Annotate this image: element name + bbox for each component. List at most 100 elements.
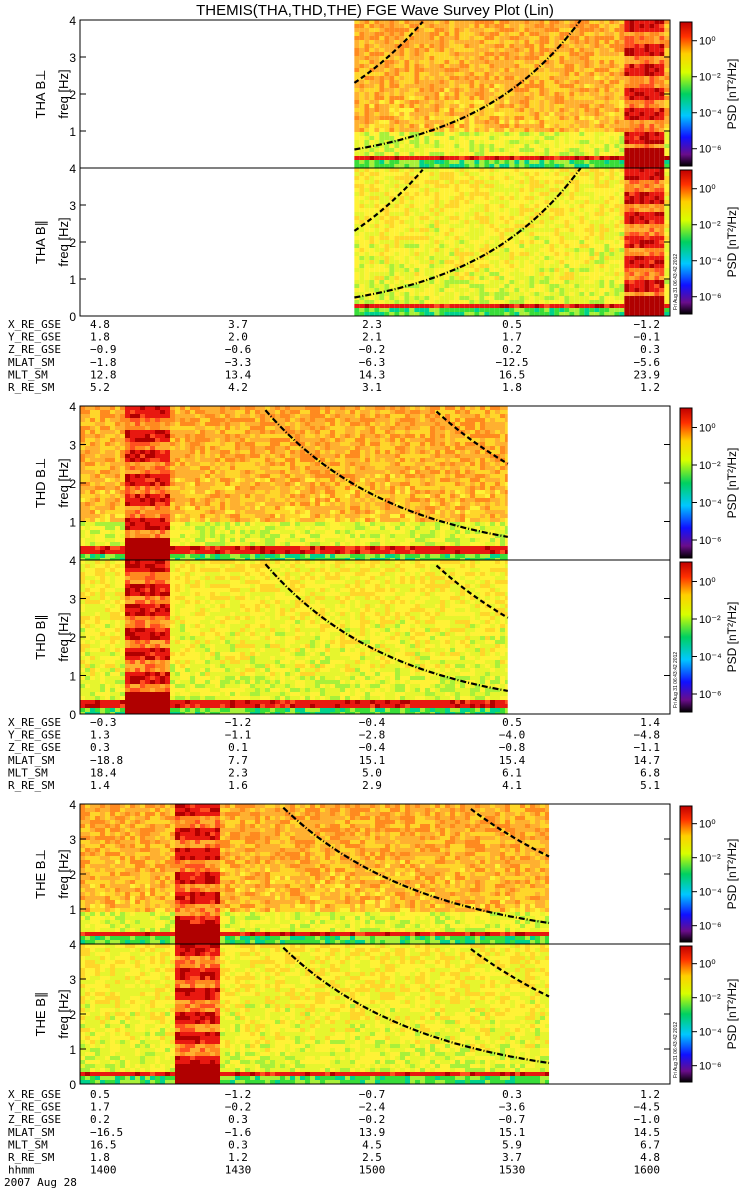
spectrogram-cell — [634, 292, 640, 296]
spectrogram-cell — [664, 228, 670, 232]
spectrogram-cell — [379, 44, 385, 48]
spectrogram-cell — [444, 212, 450, 216]
spectrogram-cell — [499, 36, 505, 40]
spectrogram-cell — [504, 276, 510, 280]
spectrogram-cell — [524, 288, 530, 292]
spectrogram-cell — [624, 92, 630, 96]
spectrogram-cell — [434, 20, 440, 24]
spectrogram-cell — [654, 24, 660, 28]
spectrogram-cell — [354, 312, 360, 316]
spectrogram-cell — [569, 160, 575, 164]
spectrogram-cell — [469, 296, 475, 300]
spectrogram-cell — [504, 80, 510, 84]
spectrogram-cell — [394, 52, 400, 56]
spectrogram-cell — [499, 192, 505, 196]
spectrogram-cell — [524, 280, 530, 284]
spectrogram-cell — [619, 180, 625, 184]
spectrogram-cell — [649, 168, 655, 172]
spectrogram-cell — [369, 220, 375, 224]
spectrogram-cell — [394, 140, 400, 144]
spectrogram-cell — [354, 188, 360, 192]
spectrogram-cell — [419, 176, 425, 180]
spectrogram-cell — [509, 104, 515, 108]
spectrogram-cell — [379, 168, 385, 172]
spectrogram-cell — [564, 40, 570, 44]
spectrogram-cell — [80, 486, 85, 490]
spectrogram-cell — [429, 268, 435, 272]
spectrogram-cell — [519, 220, 525, 224]
spectrogram-cell — [464, 68, 470, 72]
spectrogram-cell — [519, 64, 525, 68]
spectrogram-cell — [379, 92, 385, 96]
spectrogram-cell — [464, 208, 470, 212]
spectrogram-cell — [619, 84, 625, 88]
spectrogram-cell — [80, 526, 85, 530]
spectrogram-cell — [479, 32, 485, 36]
spectrogram-cell — [539, 48, 545, 52]
spectrogram-cell — [90, 450, 95, 454]
spectrogram-cell — [594, 132, 600, 136]
spectrogram-cell — [519, 80, 525, 84]
spectrogram-cell — [554, 172, 560, 176]
spectrogram-cell — [529, 112, 535, 116]
spectrogram-cell — [404, 44, 410, 48]
spectrogram-cell — [474, 260, 480, 264]
spectrogram-cell — [594, 136, 600, 140]
spectrogram-cell — [80, 558, 85, 560]
spectrogram-cell — [449, 48, 455, 52]
spectrogram-cell — [389, 224, 395, 228]
spectrogram-cell — [439, 112, 445, 116]
spectrogram-cell — [484, 164, 490, 168]
spectrogram-cell — [95, 538, 100, 542]
spectrogram-cell — [499, 196, 505, 200]
spectrogram-cell — [364, 180, 370, 184]
spectrogram-cell — [609, 308, 615, 312]
spectrogram-cell — [444, 40, 450, 44]
spectrogram-cell — [584, 204, 590, 208]
spectrogram-cell — [524, 304, 530, 308]
spectrogram-cell — [449, 68, 455, 72]
spectrogram-cell — [524, 40, 530, 44]
spectrogram-cell — [584, 296, 590, 300]
spectrogram-cell — [624, 252, 630, 256]
spectrogram-cell — [634, 276, 640, 280]
spectrogram-cell — [659, 140, 665, 144]
spectrogram-cell — [354, 68, 360, 72]
spectrogram-cell — [369, 132, 375, 136]
spectrogram-cell — [429, 32, 435, 36]
spectrogram-cell — [629, 308, 635, 312]
spectrogram-cell — [644, 144, 650, 148]
spectrogram-cell — [579, 76, 585, 80]
spectrogram-cell — [449, 104, 455, 108]
spectrogram-cell — [374, 300, 380, 304]
spectrogram-cell — [434, 44, 440, 48]
spectrogram-cell — [624, 132, 630, 136]
spectrogram-cell — [499, 220, 505, 224]
spectrogram-cell — [604, 280, 610, 284]
spectrogram-cell — [554, 220, 560, 224]
spectrogram-cell — [439, 28, 445, 32]
spectrogram-cell — [354, 100, 360, 104]
spectrogram-cell — [514, 120, 520, 124]
spectrogram-cell — [524, 68, 530, 72]
spectrogram-cell — [604, 140, 610, 144]
spectrogram-cell — [544, 272, 550, 276]
spectrogram-cell — [439, 164, 445, 168]
spectrogram-cell — [464, 36, 470, 40]
spectrogram-cell — [534, 212, 540, 216]
spectrogram-cell — [404, 108, 410, 112]
spectrogram-cell — [564, 188, 570, 192]
spectrogram-cell — [599, 240, 605, 244]
spectrogram-cell — [384, 116, 390, 120]
spectrogram-cell — [589, 104, 595, 108]
spectrogram-cell — [629, 156, 635, 160]
spectrogram-cell — [514, 292, 520, 296]
spectrogram-cell — [444, 92, 450, 96]
spectrogram-cell — [504, 56, 510, 60]
spectrogram-cell — [599, 32, 605, 36]
spectrogram-cell — [614, 252, 620, 256]
spectrogram-cell — [364, 224, 370, 228]
spectrogram-cell — [419, 232, 425, 236]
spectrogram-cell — [559, 256, 565, 260]
